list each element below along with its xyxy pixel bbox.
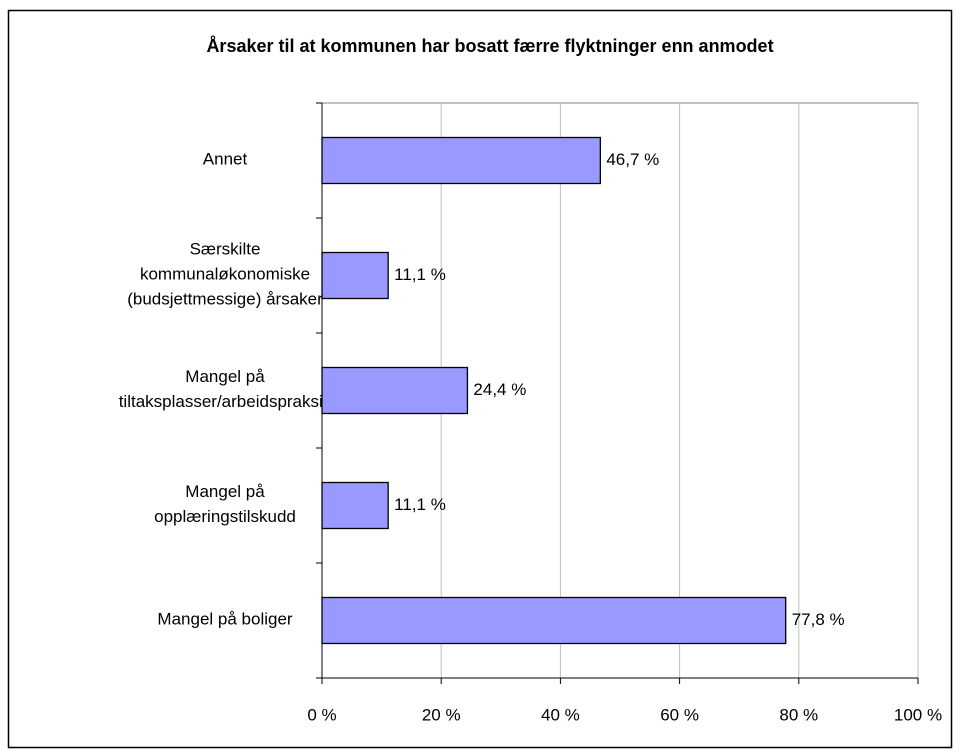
data-label: 46,7 % — [606, 150, 659, 169]
x-tick-label: 0 % — [307, 705, 336, 724]
y-tick-label-line: Mangel på — [185, 367, 265, 386]
y-tick-label-line: Mangel på boliger — [157, 610, 292, 629]
x-tick-label: 100 % — [894, 705, 942, 724]
bar — [321, 481, 389, 530]
y-tick-label: Mangel på boliger — [157, 610, 292, 629]
y-tick-label-line: Særskilte — [190, 240, 261, 259]
data-label: 24,4 % — [473, 380, 526, 399]
data-label: 11,1 % — [394, 495, 446, 514]
x-tick-label: 40 % — [541, 705, 580, 724]
y-tick-label: Mangel på tiltaksplasser/arbeidspraksis — [119, 367, 332, 411]
bar — [321, 251, 389, 300]
bar — [321, 136, 601, 185]
y-tick-label-line: Annet — [203, 150, 248, 169]
y-tick-label-line: tiltaksplasser/arbeidspraksis — [119, 392, 332, 411]
data-label: 11,1 % — [394, 265, 446, 284]
y-tick-label: Særskilte kommunaløkonomiske (budsjettmess… — [127, 240, 323, 309]
y-tick-label: Annet — [203, 150, 248, 169]
y-tick-label: Mangel på opplæringstilskudd — [154, 482, 296, 526]
chart-title: Årsaker til at kommunen har bosatt færre… — [206, 36, 773, 56]
bar — [321, 366, 469, 415]
y-tick-label-line: (budsjettmessige) årsaker — [127, 290, 323, 309]
y-tick-label-line: kommunaløkonomiske — [140, 265, 310, 284]
x-tick-label: 60 % — [660, 705, 699, 724]
y-tick-label-line: opplæringstilskudd — [154, 507, 296, 526]
x-tick-label: 20 % — [422, 705, 461, 724]
y-tick-label-line: Mangel på — [185, 482, 265, 501]
bar — [321, 596, 787, 645]
data-label: 77,8 % — [792, 610, 845, 629]
x-tick-label: 80 % — [779, 705, 818, 724]
